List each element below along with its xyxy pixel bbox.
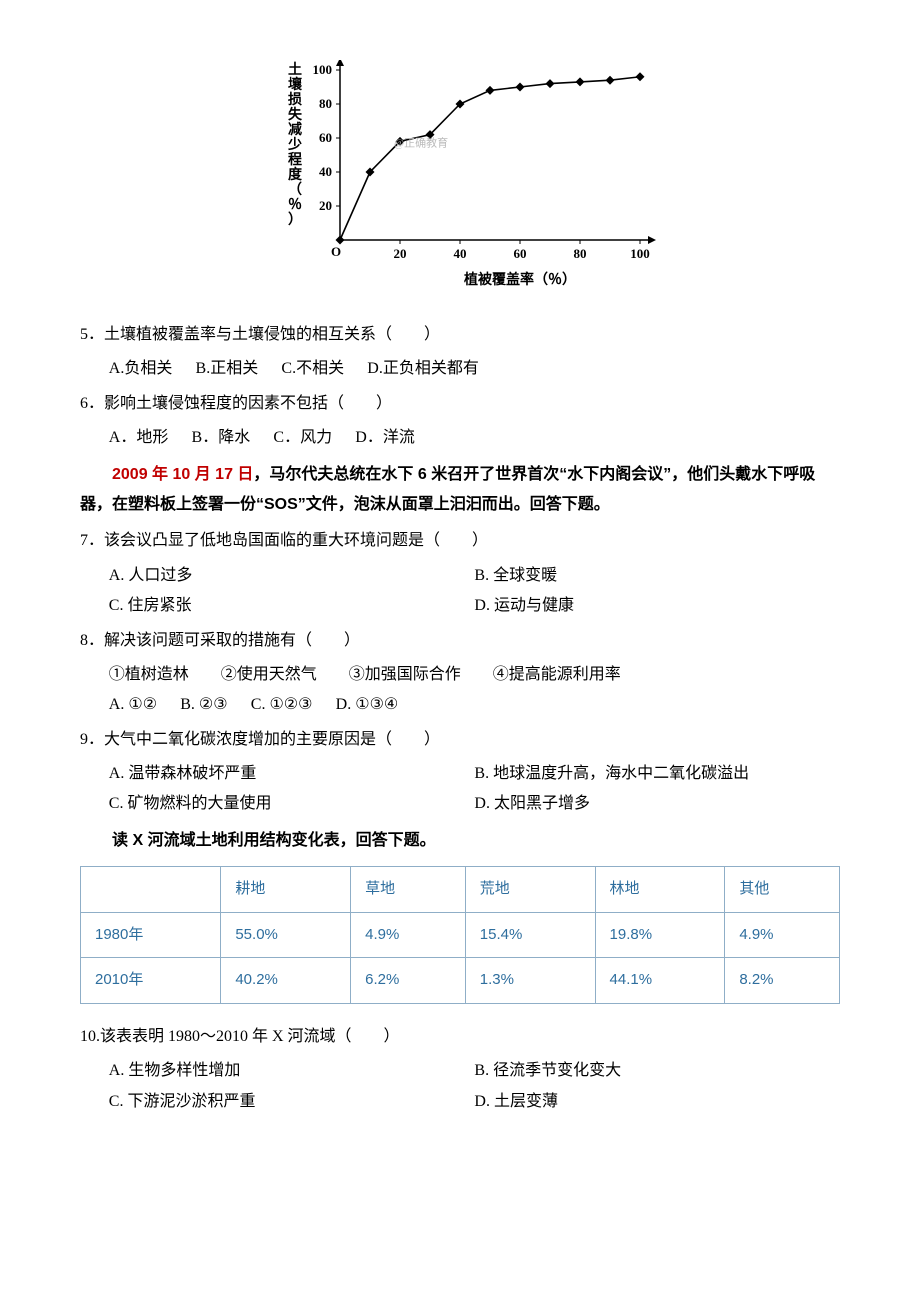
svg-text:80: 80 [319,96,332,111]
q8-opt-b: B. ②③ [180,696,227,713]
q10-row2: C. 下游泥沙淤积严重 D. 土层变薄 [80,1087,840,1117]
q10-opt-c: C. 下游泥沙淤积严重 [109,1087,475,1117]
svg-text:％: ％ [288,197,302,213]
table-header: 林地 [595,867,725,913]
q5-opt-a: A.负相关 [109,360,173,377]
table-cell: 4.9% [351,912,466,958]
q9-opt-b: B. 地球温度升高，海水中二氧化碳溢出 [474,759,840,789]
svg-text:土: 土 [288,61,302,78]
q9-opt-c: C. 矿物燃料的大量使用 [109,789,475,819]
q8-opt-d: D. ①③④ [336,696,399,713]
svg-text:40: 40 [319,164,332,179]
table-row: 1980年55.0%4.9%15.4%19.8%4.9% [81,912,840,958]
q9-opt-d: D. 太阳黑子增多 [474,789,840,819]
svg-text:减: 减 [288,121,302,138]
q10-opt-a: A. 生物多样性增加 [109,1056,475,1086]
q6-opt-a: A．地形 [109,429,169,446]
svg-text:60: 60 [319,130,332,145]
q7-opt-c: C. 住房紧张 [109,591,475,621]
table-header: 草地 [351,867,466,913]
svg-text:壤: 壤 [288,76,303,93]
table-cell: 4.9% [725,912,840,958]
table-header: 其他 [725,867,840,913]
q8-opt-c: C. ①②③ [251,696,313,713]
passage-2: 读 X 河流域土地利用结构变化表，回答下题。 [80,826,840,856]
table-cell: 6.2% [351,958,466,1004]
q7-opt-d: D. 运动与健康 [474,591,840,621]
q8-stem: 8．解决该问题可采取的措施有（ ） [80,626,840,656]
passage-1-date: 2009 年 10 月 17 日 [112,466,253,483]
landuse-table: 耕地草地荒地林地其他 1980年55.0%4.9%15.4%19.8%4.9%2… [80,866,840,1004]
q6-opt-c: C．风力 [273,429,332,446]
svg-text:少: 少 [287,136,302,153]
svg-text:60: 60 [514,246,527,261]
table-cell: 15.4% [465,912,595,958]
svg-text:20: 20 [394,246,407,261]
table-row: 2010年40.2%6.2%1.3%44.1%8.2% [81,958,840,1004]
svg-text:度: 度 [288,166,303,183]
soil-chart: O 20 40 60 80 100 20 40 60 80 100 @正确教育 土壤损失减少程度（％） 植… [80,60,840,290]
svg-text:100: 100 [313,62,333,77]
q5-options: A.负相关 B.正相关 C.不相关 D.正负相关都有 [80,354,840,384]
q9-row1: A. 温带森林破坏严重 B. 地球温度升高，海水中二氧化碳溢出 [80,759,840,789]
svg-text:O: O [331,244,341,259]
passage-1: 2009 年 10 月 17 日，马尔代夫总统在水下 6 米召开了世界首次“水下… [80,460,840,521]
svg-text:100: 100 [630,246,650,261]
svg-text:程: 程 [288,152,302,168]
svg-text:@正确教育: @正确教育 [394,136,448,150]
svg-text:失: 失 [288,106,303,123]
q6-opt-b: B．降水 [192,429,251,446]
svg-text:80: 80 [574,246,587,261]
svg-text:损: 损 [288,91,302,108]
table-cell: 40.2% [221,958,351,1004]
q8-opt-a: A. ①② [109,696,157,713]
q7-stem: 7．该会议凸显了低地岛国面临的重大环境问题是（ ） [80,526,840,556]
q5-stem: 5．土壤植被覆盖率与土壤侵蚀的相互关系（ ） [80,320,840,350]
q9-opt-a: A. 温带森林破坏严重 [109,759,475,789]
q6-options: A．地形 B．降水 C．风力 D．洋流 [80,423,840,453]
table-header: 荒地 [465,867,595,913]
q8-options: A. ①② B. ②③ C. ①②③ D. ①③④ [80,690,840,720]
table-cell: 1980年 [81,912,221,958]
q5-opt-d: D.正负相关都有 [367,360,479,377]
q7-row1: A. 人口过多 B. 全球变暖 [80,561,840,591]
table-cell: 8.2% [725,958,840,1004]
chart-svg: O 20 40 60 80 100 20 40 60 80 100 @正确教育 土壤损失减少程度（％） 植… [260,60,660,290]
table-cell: 44.1% [595,958,725,1004]
table-cell: 55.0% [221,912,351,958]
q5-opt-b: B.正相关 [196,360,259,377]
table-header [81,867,221,913]
svg-text:植被覆盖率（％）: 植被覆盖率（％） [463,271,576,288]
q7-opt-b: B. 全球变暖 [474,561,840,591]
q10-opt-d: D. 土层变薄 [474,1087,840,1117]
q10-opt-b: B. 径流季节变化变大 [474,1056,840,1086]
table-header: 耕地 [221,867,351,913]
q7-opt-a: A. 人口过多 [109,561,475,591]
q6-stem: 6．影响土壤侵蚀程度的因素不包括（ ） [80,389,840,419]
table-cell: 1.3% [465,958,595,1004]
q9-stem: 9．大气中二氧化碳浓度增加的主要原因是（ ） [80,725,840,755]
svg-text:40: 40 [454,246,467,261]
q5-opt-c: C.不相关 [281,360,344,377]
svg-text:）: ） [288,212,302,228]
q10-row1: A. 生物多样性增加 B. 径流季节变化变大 [80,1056,840,1086]
table-cell: 2010年 [81,958,221,1004]
q8-items: ①植树造林 ②使用天然气 ③加强国际合作 ④提高能源利用率 [80,660,840,690]
table-cell: 19.8% [595,912,725,958]
q6-opt-d: D．洋流 [355,429,415,446]
q10-stem: 10.该表表明 1980～2010 年 X 河流域（ ） [80,1022,840,1052]
q9-row2: C. 矿物燃料的大量使用 D. 太阳黑子增多 [80,789,840,819]
q7-row2: C. 住房紧张 D. 运动与健康 [80,591,840,621]
svg-text:20: 20 [319,198,332,213]
svg-text:（: （ [288,182,302,198]
